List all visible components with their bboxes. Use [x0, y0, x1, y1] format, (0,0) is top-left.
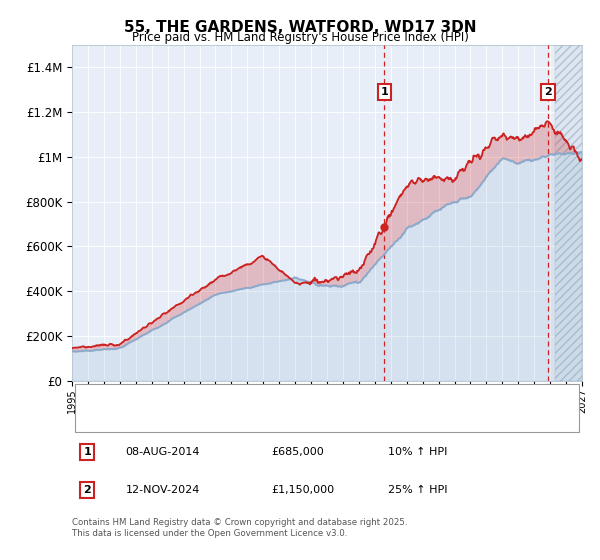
Text: £685,000: £685,000: [271, 447, 323, 457]
Bar: [555, 45, 582, 381]
Text: 2: 2: [544, 87, 552, 97]
Text: HPI: Average price, detached house, Watford: HPI: Average price, detached house, Watf…: [110, 416, 355, 426]
Text: 12-NOV-2024: 12-NOV-2024: [125, 484, 200, 494]
Text: Contains HM Land Registry data © Crown copyright and database right 2025.
This d: Contains HM Land Registry data © Crown c…: [72, 519, 407, 538]
Text: 55, THE GARDENS, WATFORD, WD17 3DN (detached house): 55, THE GARDENS, WATFORD, WD17 3DN (deta…: [110, 390, 437, 400]
Text: 1: 1: [380, 87, 388, 97]
Text: 10% ↑ HPI: 10% ↑ HPI: [388, 447, 448, 457]
Text: 1: 1: [83, 447, 91, 457]
Text: 25% ↑ HPI: 25% ↑ HPI: [388, 484, 448, 494]
FancyBboxPatch shape: [74, 384, 580, 432]
Text: Price paid vs. HM Land Registry's House Price Index (HPI): Price paid vs. HM Land Registry's House …: [131, 31, 469, 44]
Text: 2: 2: [83, 484, 91, 494]
Text: 08-AUG-2014: 08-AUG-2014: [125, 447, 200, 457]
Text: £1,150,000: £1,150,000: [271, 484, 334, 494]
Text: 55, THE GARDENS, WATFORD, WD17 3DN: 55, THE GARDENS, WATFORD, WD17 3DN: [124, 20, 476, 35]
